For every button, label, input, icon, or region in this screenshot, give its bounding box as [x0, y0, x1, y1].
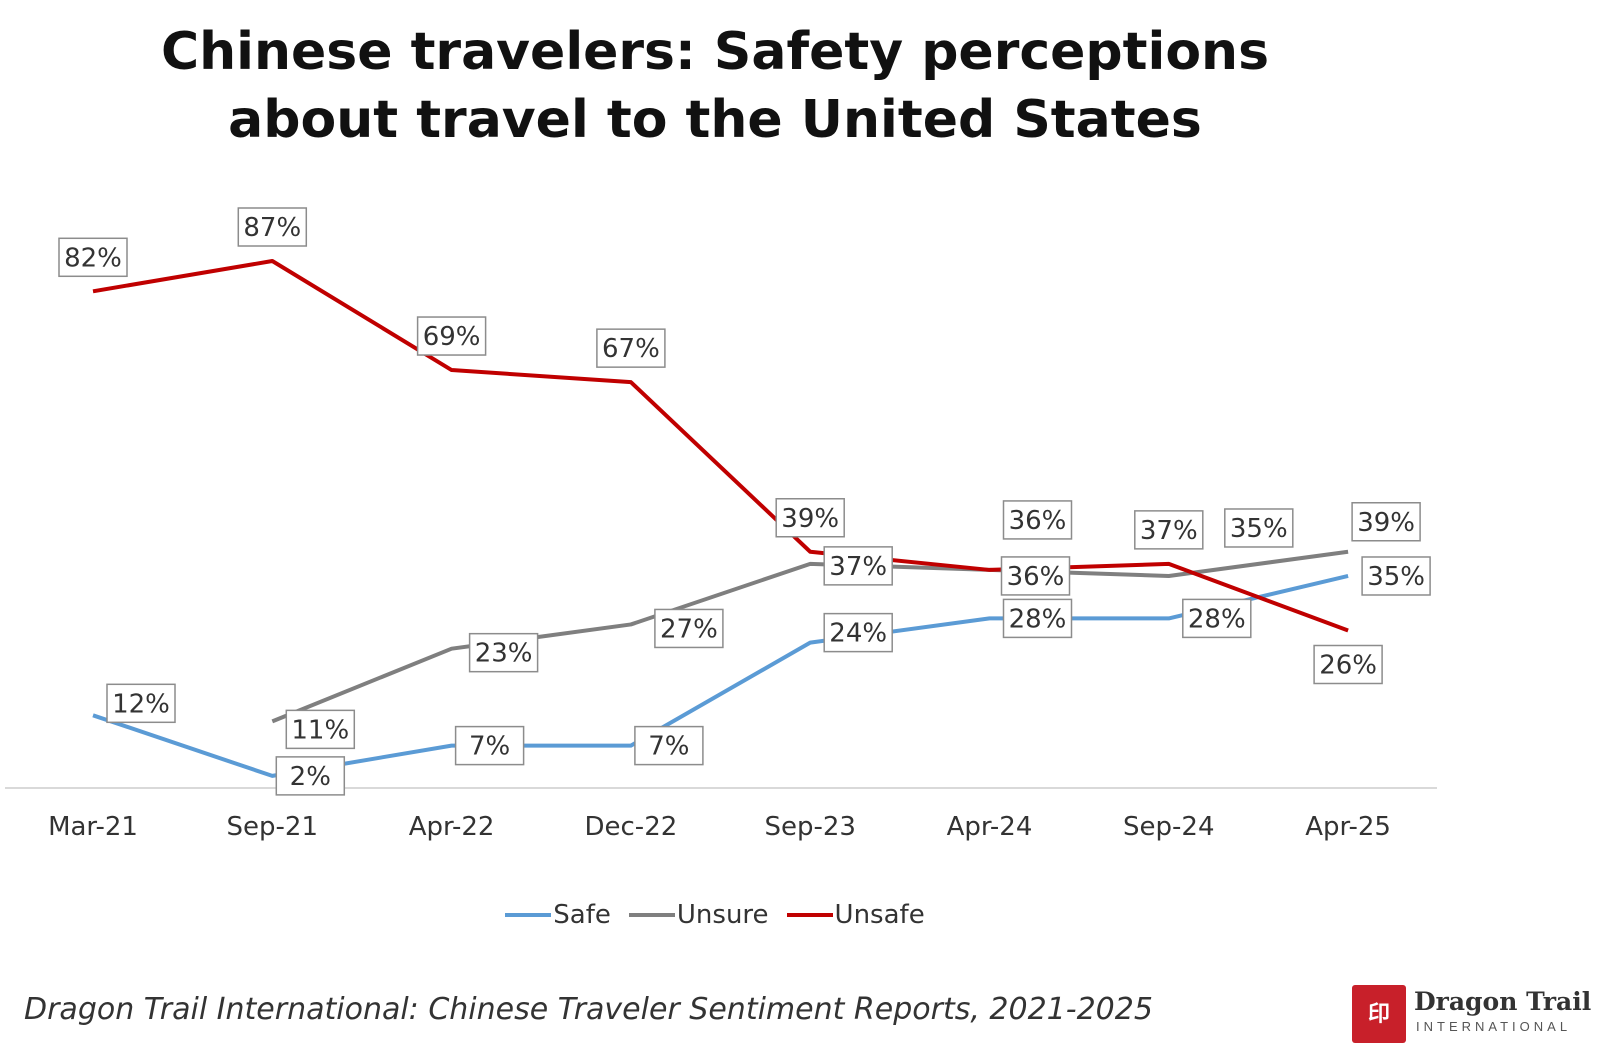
x-tick-label: Apr-24	[947, 812, 1033, 842]
data-label-unsafe: 39%	[781, 504, 839, 534]
series-line-safe	[92, 574, 1349, 778]
data-label-box	[823, 546, 893, 586]
logo-sub: INTERNATIONAL	[1416, 1019, 1572, 1034]
chart-title-line1: Chinese travelers: Safety perceptions	[160, 22, 1270, 82]
data-label-safe: 2%	[290, 762, 331, 792]
data-label-box	[416, 316, 487, 356]
data-label-box	[1134, 510, 1204, 550]
series-line-unsafe	[92, 259, 1349, 633]
data-label-box	[1002, 500, 1073, 540]
data-label-box	[275, 756, 346, 796]
seal-icon: 印	[1352, 985, 1406, 1043]
data-label-safe: 24%	[829, 619, 887, 649]
x-tick-label: Sep-24	[1123, 812, 1214, 842]
x-tick-label: Mar-21	[48, 812, 138, 842]
data-label-unsure: 23%	[475, 639, 533, 669]
data-label-box	[58, 237, 128, 278]
data-label-safe: 28%	[1009, 604, 1067, 634]
data-label-safe: 28%	[1188, 604, 1246, 634]
data-label-box	[468, 632, 539, 673]
data-label-safe: 7%	[469, 732, 510, 762]
legend-item-safe: Safe	[505, 900, 611, 930]
legend-item-unsafe: Unsafe	[786, 900, 925, 930]
data-label-box	[775, 498, 845, 538]
data-label-unsure: 11%	[291, 715, 349, 745]
data-label-unsure: 27%	[660, 614, 718, 644]
x-tick-label: Dec-22	[585, 812, 678, 842]
x-tick-label: Apr-25	[1305, 812, 1391, 842]
chart-title-line2: about travel to the United States	[228, 90, 1202, 150]
data-label-box	[654, 608, 724, 649]
legend-swatch	[786, 913, 833, 917]
source-caption: Dragon Trail International: Chinese Trav…	[24, 992, 1153, 1027]
data-label-safe: 35%	[1367, 562, 1425, 592]
data-label-box	[596, 328, 666, 368]
series-line-unsure	[271, 549, 1349, 724]
data-label-unsafe: 26%	[1319, 651, 1377, 681]
data-label-box	[1182, 598, 1252, 639]
data-label-box	[285, 709, 356, 750]
data-label-unsafe: 87%	[243, 213, 301, 243]
data-label-box	[1361, 556, 1431, 596]
data-label-box	[237, 207, 308, 247]
chart-title: Chinese travelers: Safety perceptions ab…	[0, 18, 1430, 154]
data-label-box	[106, 683, 176, 724]
logo-name: Dragon Trail	[1414, 987, 1592, 1016]
data-label-safe: 7%	[648, 732, 689, 762]
legend-swatch	[505, 913, 552, 917]
legend-item-unsure: Unsure	[628, 900, 769, 930]
data-label-unsafe: 82%	[64, 243, 122, 273]
legend-label: Unsafe	[834, 900, 925, 930]
data-label-box	[1000, 556, 1071, 596]
data-label-box	[1002, 598, 1073, 639]
x-tick-label: Sep-21	[227, 812, 318, 842]
data-label-box	[1313, 644, 1383, 685]
data-label-unsure: 35%	[1230, 514, 1288, 544]
data-label-unsafe: 36%	[1007, 562, 1065, 592]
legend-label: Safe	[553, 900, 611, 930]
data-label-box	[823, 612, 893, 653]
data-label-unsafe: 67%	[602, 334, 660, 364]
data-label-box	[634, 725, 704, 766]
legend-label: Unsure	[676, 900, 769, 930]
legend: Safe Unsure Unsafe	[0, 900, 1430, 930]
data-label-unsafe: 69%	[423, 322, 481, 352]
data-label-unsure: 37%	[829, 552, 887, 582]
data-label-box	[1224, 508, 1294, 548]
legend-swatch	[628, 913, 675, 917]
data-label-unsafe: 37%	[1140, 516, 1198, 546]
data-label-box	[454, 725, 525, 766]
data-label-safe: 12%	[112, 689, 170, 719]
dragon-trail-logo: 印 Dragon Trail INTERNATIONAL	[1352, 985, 1592, 1045]
x-tick-label: Apr-22	[409, 812, 495, 842]
x-tick-label: Sep-23	[764, 812, 855, 842]
data-label-unsure: 39%	[1357, 508, 1415, 538]
data-label-box	[1351, 502, 1421, 542]
data-label-unsure: 36%	[1009, 506, 1067, 536]
